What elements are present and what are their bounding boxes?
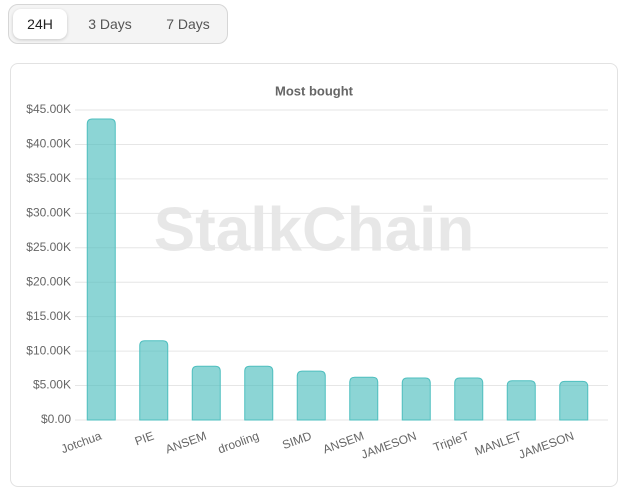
x-tick-label: PIE <box>133 429 156 449</box>
bar <box>559 380 589 421</box>
tab[interactable]: 24H <box>13 9 67 39</box>
x-tick-label: JAMESON <box>517 429 576 462</box>
y-tick-label: $15.00K <box>26 309 71 323</box>
x-tick-label: JAMESON <box>359 429 418 462</box>
bar <box>296 370 326 421</box>
bar <box>244 365 274 421</box>
x-tick-label: MANLET <box>473 428 524 458</box>
tab[interactable]: 3 Days <box>88 16 132 32</box>
bar <box>401 377 431 421</box>
y-tick-label: $25.00K <box>26 240 71 254</box>
watermark: StalkChain <box>154 195 474 264</box>
tab[interactable]: 7 Days <box>166 16 210 32</box>
bar <box>454 377 484 421</box>
x-tick-label: SIMD <box>280 429 313 453</box>
bar <box>191 365 221 421</box>
x-tick-label: TripleT <box>431 428 471 454</box>
y-tick-label: $45.00K <box>26 102 71 116</box>
chart-title: Most bought <box>275 83 354 98</box>
x-tick-label: ANSEM <box>321 429 366 457</box>
x-tick-label: ANSEM <box>163 429 208 457</box>
bar <box>349 376 379 421</box>
y-tick-label: $40.00K <box>26 137 71 151</box>
bar <box>139 340 169 421</box>
y-tick-label: $10.00K <box>26 343 71 357</box>
x-tick-label: drooling <box>216 429 261 457</box>
bar <box>86 118 116 421</box>
chart-card <box>10 63 618 487</box>
tab-bar: 24H 3 Days 7 Days <box>8 4 228 44</box>
bar <box>506 380 536 421</box>
y-tick-label: $5.00K <box>33 378 71 392</box>
y-tick-label: $0.00 <box>41 412 71 426</box>
x-tick-label: Jotchua <box>59 429 104 457</box>
y-tick-label: $20.00K <box>26 274 71 288</box>
y-tick-label: $30.00K <box>26 206 71 220</box>
y-tick-label: $35.00K <box>26 171 71 185</box>
